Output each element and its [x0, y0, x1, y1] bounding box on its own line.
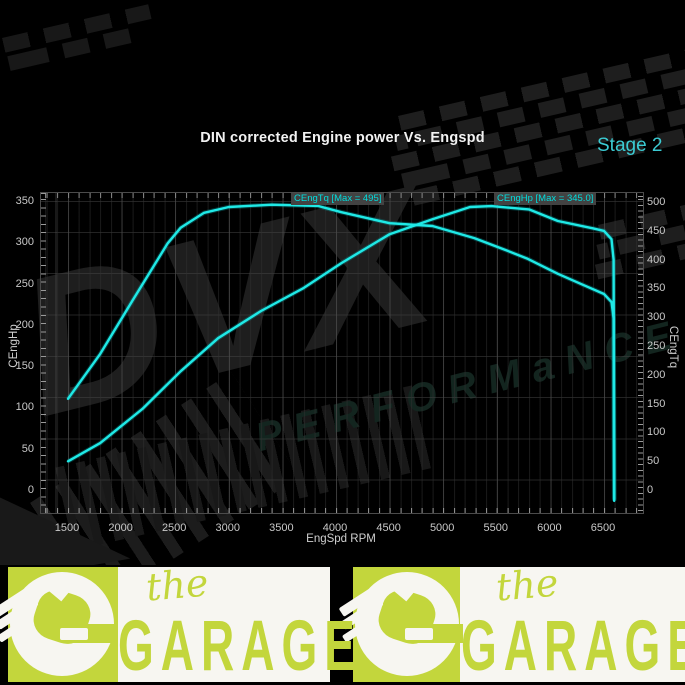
right-tick-label: 250 [647, 340, 666, 352]
x-tick-label: 6500 [590, 522, 616, 534]
right-tick-label: 200 [647, 368, 666, 381]
right-tick-label: 450 [647, 224, 666, 237]
stage-badge: Stage 2 [597, 135, 663, 156]
right-tick-label: 50 [647, 455, 660, 468]
x-axis-title: EngSpd RPM [306, 533, 376, 545]
left-tick-label: 150 [15, 360, 34, 373]
right-tick-label: 150 [647, 397, 666, 410]
power-curve-glow [66, 203, 617, 501]
x-tick-label: 5000 [429, 522, 455, 534]
x-tick-label: 2500 [161, 522, 187, 534]
brand-the: the [144, 560, 211, 610]
right-tick-label: 500 [647, 196, 666, 208]
logo-g-tongue [60, 628, 88, 640]
x-axis-minor-ticks [41, 508, 643, 513]
right-tick-label: 300 [647, 311, 666, 324]
banner-white-panel [460, 567, 685, 682]
x-tick-label: 3500 [269, 522, 294, 534]
power-peak-label: CEngHp [Max = 345.0] [494, 193, 597, 205]
x-tick-label: 4500 [376, 522, 401, 534]
x-tick-label: 5500 [483, 522, 509, 534]
torque-curve [66, 203, 616, 501]
x-tick-label: 2000 [108, 522, 133, 534]
right-tick-label: 0 [647, 484, 654, 496]
torque-curve-glow [66, 202, 617, 500]
logo-g-tongue [405, 628, 433, 640]
left-tick-label: 200 [15, 318, 34, 331]
right-axis-minor-ticks [638, 193, 643, 513]
garage-g-logo-icon [0, 567, 118, 682]
x-tick-label: 1500 [54, 522, 80, 534]
left-tick-label: 250 [15, 277, 34, 290]
left-tick-label: 100 [15, 401, 34, 414]
x-tick-label: 6000 [537, 522, 562, 534]
left-tick-label: 350 [15, 195, 34, 207]
left-tick-label: 50 [21, 442, 34, 455]
brand-garage: GARAGE [118, 605, 362, 685]
left-tick-label: 300 [15, 236, 34, 249]
right-tick-label: 350 [647, 282, 666, 295]
right-tick-label: 100 [647, 426, 666, 439]
banner-white-panel [118, 567, 330, 682]
garage-g-logo-icon [338, 567, 463, 682]
left-axis-minor-ticks [41, 193, 46, 513]
garage-brand-banner: the GARAGE the GARAGE [0, 560, 685, 685]
plot-area [40, 192, 644, 514]
brand-the: the [494, 560, 561, 610]
torque-peak-label: CEngTq [Max = 495] [291, 193, 385, 205]
brand-garage: GARAGE [461, 605, 685, 685]
x-tick-label: 4000 [322, 522, 348, 534]
x-tick-label: 3000 [215, 522, 241, 534]
chart-title: DIN corrected Engine power Vs. Engspd [200, 130, 485, 146]
dyno-curves [66, 202, 617, 503]
power-curve [66, 204, 616, 503]
left-tick-label: 0 [27, 484, 34, 496]
right-tick-label: 400 [647, 253, 666, 266]
